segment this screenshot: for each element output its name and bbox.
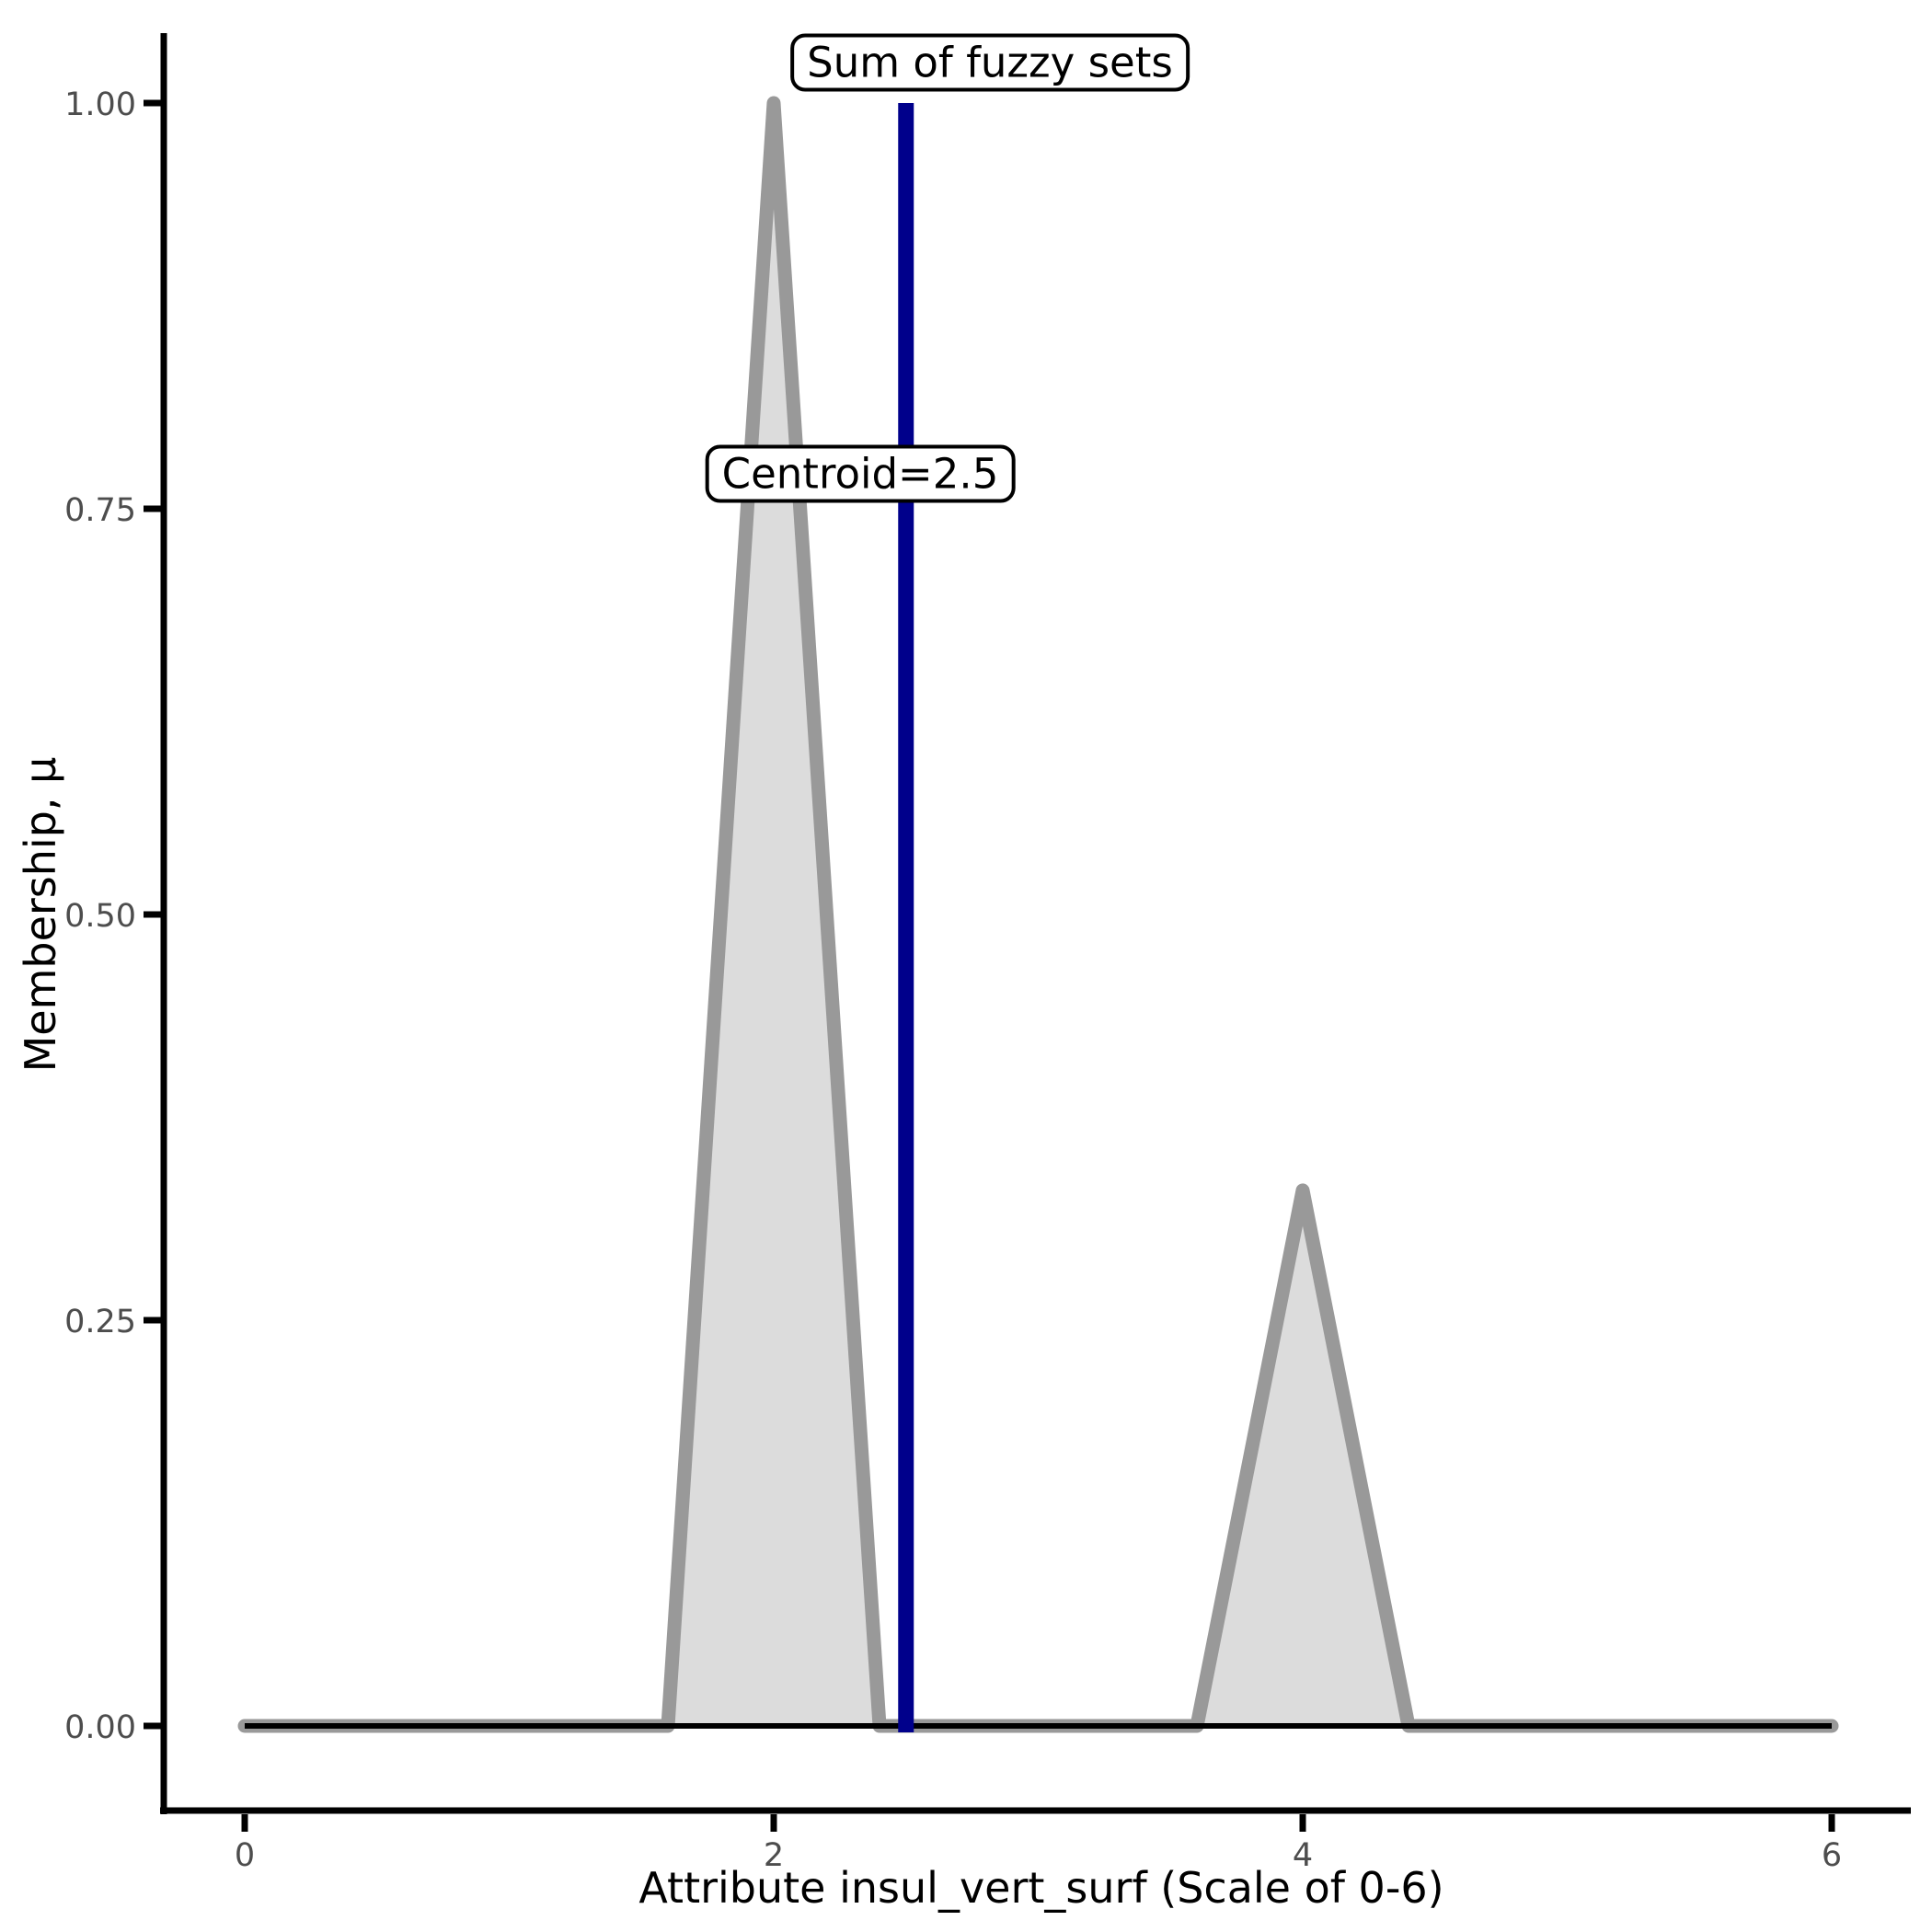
sum-of-fuzzy-sets-label: Sum of fuzzy sets [790, 33, 1190, 92]
y-tick-label: 0.00 [64, 1709, 136, 1746]
x-tick-label: 4 [1293, 1837, 1313, 1874]
x-axis-title: Attribute insul_vert_surf (Scale of 0-6) [638, 1863, 1444, 1913]
x-tick-label: 6 [1822, 1837, 1842, 1874]
fuzzy-sets-area [237, 96, 1839, 1733]
y-tick-label: 1.00 [64, 86, 136, 123]
x-tick-label: 0 [235, 1837, 255, 1874]
y-axis-title: Membership, μ [16, 756, 65, 1073]
centroid-label: Centroid=2.5 [705, 444, 1016, 503]
y-tick-label: 0.50 [64, 898, 136, 935]
y-tick-label: 0.75 [64, 492, 136, 529]
y-tick-label: 0.25 [64, 1304, 136, 1340]
x-tick-label: 2 [764, 1837, 784, 1874]
